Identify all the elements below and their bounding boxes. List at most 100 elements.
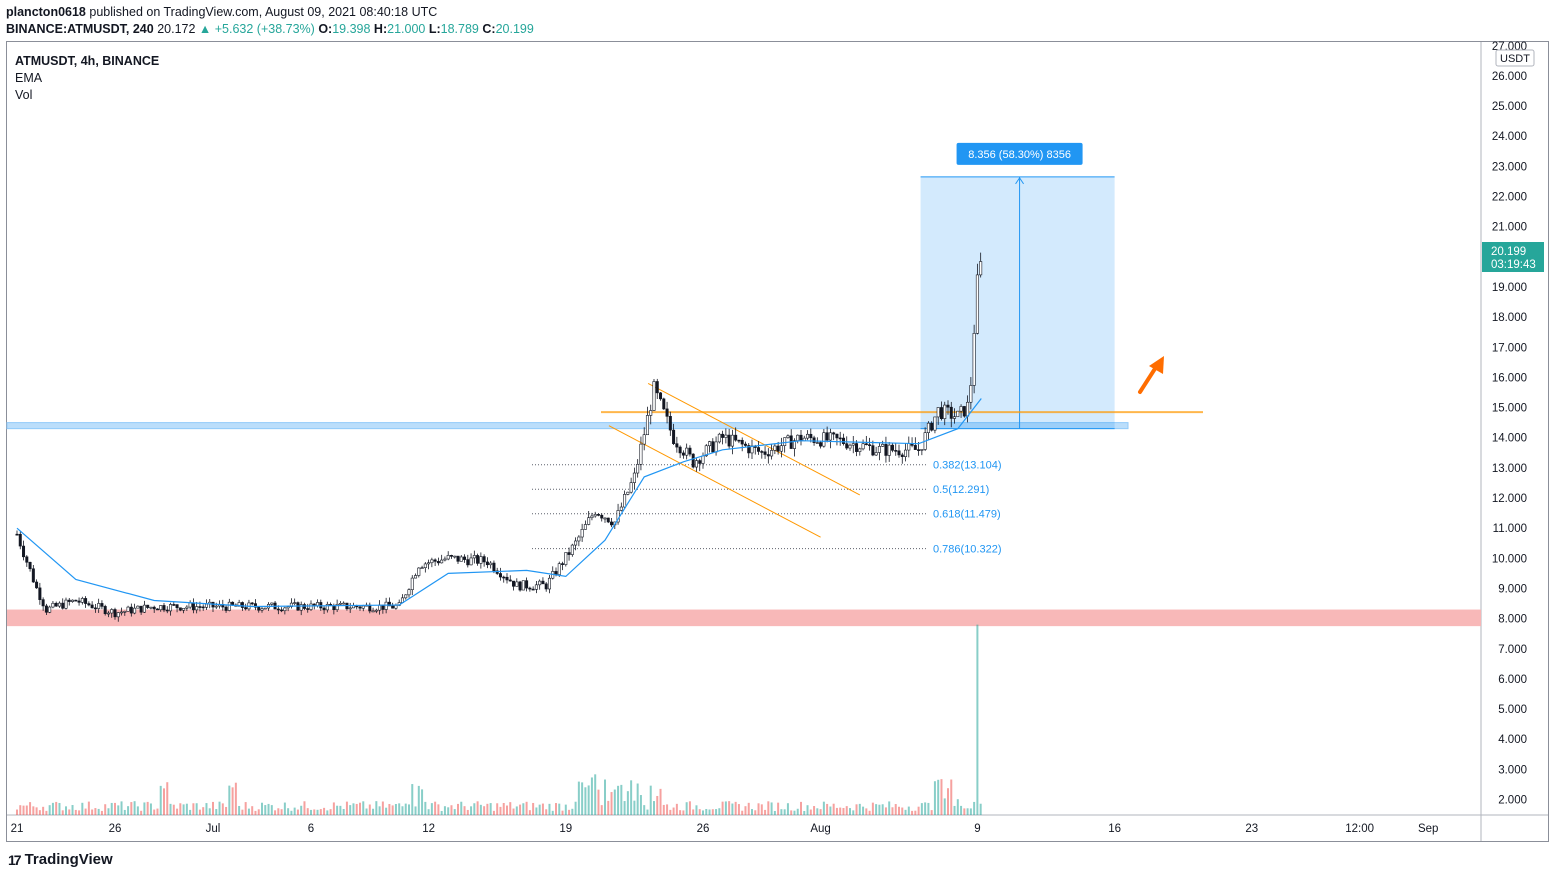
candle[interactable] (828, 432, 832, 441)
candle[interactable] (747, 445, 751, 454)
candle[interactable] (819, 442, 823, 447)
candle[interactable] (133, 607, 137, 614)
candle[interactable] (783, 437, 787, 446)
ema-line[interactable] (16, 398, 982, 608)
candle[interactable] (926, 422, 930, 433)
candle[interactable] (149, 606, 153, 609)
candle[interactable] (358, 606, 362, 609)
candle[interactable] (18, 533, 22, 547)
candle[interactable] (672, 429, 676, 444)
candle[interactable] (427, 562, 431, 565)
candle[interactable] (201, 606, 205, 609)
candle[interactable] (139, 605, 143, 613)
candle[interactable] (841, 437, 845, 444)
candle[interactable] (97, 603, 101, 609)
candle[interactable] (900, 454, 904, 457)
measure-box[interactable] (920, 176, 1115, 429)
candle[interactable] (342, 602, 346, 605)
candle[interactable] (404, 594, 408, 599)
candle[interactable] (943, 404, 947, 419)
candle[interactable] (420, 567, 424, 569)
candle[interactable] (476, 555, 480, 564)
candle[interactable] (41, 599, 45, 607)
candle[interactable] (858, 448, 862, 452)
candle[interactable] (557, 563, 561, 575)
candle[interactable] (54, 602, 58, 607)
candle[interactable] (649, 410, 653, 416)
candle[interactable] (253, 603, 257, 608)
candle[interactable] (188, 602, 192, 608)
candle[interactable] (645, 415, 649, 436)
currency-badge[interactable] (1495, 49, 1535, 67)
candle[interactable] (446, 555, 450, 560)
candle[interactable] (691, 453, 695, 468)
candle[interactable] (939, 407, 943, 419)
candle[interactable] (717, 433, 721, 443)
candle[interactable] (619, 506, 623, 511)
candle[interactable] (629, 482, 633, 493)
candle[interactable] (93, 607, 97, 610)
candle[interactable] (155, 608, 159, 611)
candle[interactable] (165, 609, 169, 612)
candle[interactable] (71, 599, 75, 602)
candle[interactable] (508, 579, 512, 582)
candle[interactable] (541, 580, 545, 585)
candle[interactable] (414, 575, 418, 579)
candle[interactable] (740, 439, 744, 445)
candle[interactable] (547, 577, 551, 590)
last-price-badge[interactable] (1482, 242, 1544, 272)
candle[interactable] (538, 580, 542, 586)
candle[interactable] (675, 443, 679, 448)
candle[interactable] (763, 451, 767, 455)
candle[interactable] (61, 602, 65, 609)
candle[interactable] (694, 460, 698, 468)
candle[interactable] (701, 455, 705, 464)
candle[interactable] (142, 604, 146, 613)
candle[interactable] (681, 452, 685, 456)
candle[interactable] (969, 385, 973, 403)
candle[interactable] (887, 444, 891, 456)
channel-upper-line[interactable] (647, 382, 861, 496)
candle[interactable] (590, 515, 594, 519)
candle[interactable] (28, 561, 32, 570)
candle[interactable] (851, 443, 855, 446)
candle[interactable] (57, 602, 61, 607)
candle[interactable] (335, 603, 339, 611)
candle[interactable] (306, 608, 310, 610)
candle[interactable] (776, 445, 780, 452)
candle[interactable] (123, 611, 127, 613)
candle[interactable] (832, 432, 836, 435)
candle[interactable] (136, 605, 140, 609)
candle[interactable] (469, 557, 473, 566)
candle[interactable] (913, 445, 917, 450)
candle[interactable] (87, 603, 91, 606)
candle[interactable] (204, 603, 208, 608)
candle[interactable] (191, 602, 195, 611)
candle[interactable] (953, 416, 957, 419)
candle[interactable] (374, 609, 378, 612)
candle[interactable] (881, 444, 885, 447)
candle[interactable] (361, 605, 365, 609)
candle[interactable] (433, 559, 437, 562)
candle[interactable] (80, 598, 84, 603)
candle[interactable] (528, 587, 532, 590)
candle[interactable] (907, 443, 911, 451)
candle[interactable] (185, 606, 189, 609)
candle[interactable] (110, 609, 114, 614)
candle[interactable] (652, 381, 656, 411)
candle[interactable] (492, 562, 496, 572)
candle[interactable] (472, 555, 476, 559)
candle[interactable] (280, 609, 284, 612)
candle[interactable] (250, 602, 254, 605)
candle[interactable] (407, 589, 411, 596)
candle[interactable] (861, 443, 865, 450)
candle[interactable] (623, 494, 627, 508)
candle[interactable] (518, 581, 522, 591)
author-name[interactable]: plancton0618 (6, 5, 86, 19)
candle[interactable] (600, 514, 604, 519)
candle[interactable] (698, 460, 702, 464)
candle[interactable] (129, 606, 133, 614)
candle[interactable] (786, 435, 790, 438)
candle[interactable] (678, 446, 682, 454)
candle[interactable] (639, 443, 643, 465)
